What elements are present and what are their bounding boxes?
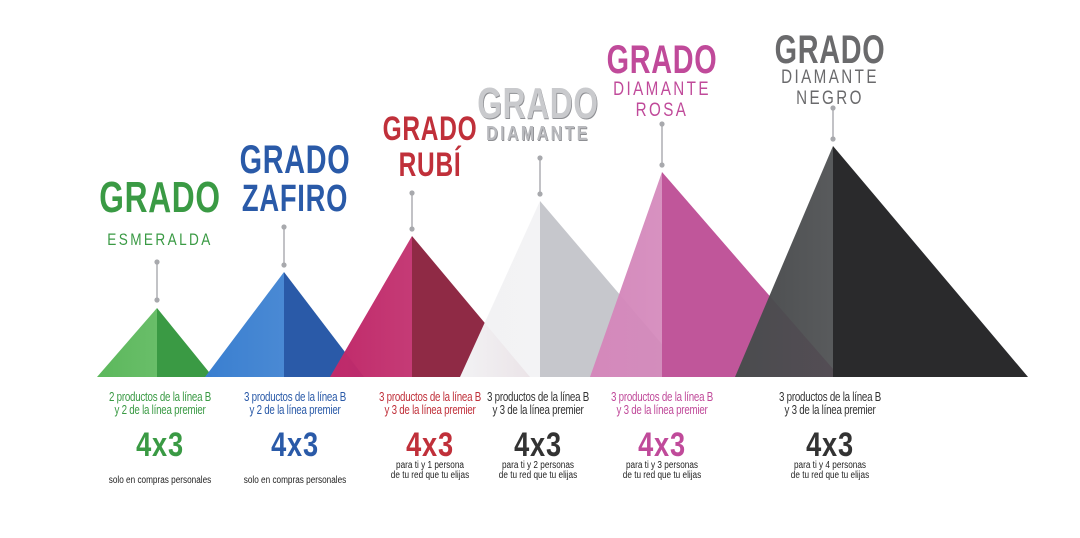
description-line: y 3 de la línea premier: [384, 403, 476, 417]
description-line: y 2 de la línea premier: [114, 403, 206, 417]
description-line: y 3 de la línea premier: [616, 403, 708, 417]
esmeralda-note: solo en compras personales: [109, 476, 212, 486]
connector-rubi: [409, 190, 415, 232]
diamante-grado-label: GRADO: [477, 79, 599, 128]
description-line: 3 productos de la línea B: [778, 390, 882, 404]
pyramid-left-face: [590, 172, 662, 377]
rubi-note: para ti y 1 persona de tu red que tu elij…: [391, 461, 469, 481]
connector-dot-top: [830, 105, 836, 111]
pyramid-diamante-negro: [735, 146, 1028, 377]
note-line: solo en compras personales: [243, 475, 347, 486]
description-line: 2 productos de la línea B: [108, 390, 212, 404]
rubi-promo: 4x3: [406, 426, 454, 464]
connector-dot-bottom: [830, 136, 836, 142]
diamante-rosa-note: para ti y 3 personas de tu red que tu eli…: [623, 461, 701, 481]
connector-diamante-rosa: [659, 121, 665, 168]
diamante-negro-name-label: NEGRO: [796, 88, 864, 109]
diamante-negro-name-label: DIAMANTE: [781, 67, 879, 88]
diamante-promo: 4x3: [514, 426, 562, 464]
connector-diamante: [537, 155, 543, 197]
note-line: solo en compras personales: [108, 475, 212, 486]
connector-dot-bottom: [659, 162, 665, 168]
pyramid-right-face: [157, 308, 213, 377]
diamante-negro-promo: 4x3: [806, 426, 854, 464]
connector-zafiro: [281, 224, 287, 268]
pyramid-left-face: [205, 272, 284, 377]
connector-dot-top: [659, 121, 665, 127]
rubi-grado-label: GRADO: [382, 110, 478, 148]
note-line: de tu red que tu elijas: [790, 470, 870, 481]
diamante-rosa-grado-label: GRADO: [606, 38, 718, 82]
zafiro-grado-label: GRADO: [239, 138, 351, 182]
note-line: de tu red que tu elijas: [390, 470, 470, 481]
esmeralda-promo: 4x3: [136, 426, 184, 464]
description-line: 3 productos de la línea B: [486, 390, 590, 404]
diamante-rosa-name-label: ROSA: [635, 100, 689, 121]
connector-dot-bottom: [154, 297, 160, 303]
zafiro-note: solo en compras personales: [244, 476, 347, 486]
note-line: para ti y 1 persona: [396, 460, 464, 471]
esmeralda-grado-label: GRADO: [99, 173, 221, 222]
zafiro-name-label: ZAFIRO: [241, 178, 349, 220]
connector-dot-top: [409, 190, 415, 196]
diamante-negro-note: para ti y 4 personas de tu red que tu eli…: [791, 461, 869, 481]
connector-diamante-negro: [830, 105, 836, 142]
pyramid-left-face: [330, 236, 412, 377]
connector-dot-bottom: [281, 262, 287, 268]
diamante-name-label: DIAMANTE: [486, 123, 590, 145]
diamante-rosa-promo: 4x3: [638, 426, 686, 464]
pyramid-esmeralda: [97, 308, 213, 377]
diamante-negro-grado-label: GRADO: [774, 28, 886, 72]
note-line: de tu red que tu elijas: [622, 470, 702, 481]
connector-dot-top: [281, 224, 287, 230]
connector-dot-top: [537, 155, 543, 161]
zafiro-promo: 4x3: [271, 426, 319, 464]
note-line: de tu red que tu elijas: [498, 470, 578, 481]
description-line: y 2 de la línea premier: [249, 403, 341, 417]
description-line: 3 productos de la línea B: [378, 390, 482, 404]
connector-dot-bottom: [409, 226, 415, 232]
esmeralda-name-label: ESMERALDA: [107, 230, 213, 249]
pyramid-left-face: [735, 146, 833, 377]
note-line: para ti y 3 personas: [625, 460, 699, 471]
note-line: para ti y 4 personas: [793, 460, 867, 471]
connector-esmeralda: [154, 259, 160, 303]
diamante-rosa-name-label: DIAMANTE: [613, 79, 711, 100]
rubi-name-label: RUBÍ: [398, 146, 462, 184]
description-line: 3 productos de la línea B: [243, 390, 347, 404]
pyramid-zafiro: [205, 272, 364, 377]
description-line: 3 productos de la línea B: [610, 390, 714, 404]
connector-dot-top: [154, 259, 160, 265]
pyramid-left-face: [97, 308, 157, 377]
pyramid-right-face: [833, 146, 1028, 377]
connector-dot-bottom: [537, 191, 543, 197]
description-line: y 3 de la línea premier: [492, 403, 584, 417]
note-line: para ti y 2 personas: [501, 460, 575, 471]
diamante-note: para ti y 2 personas de tu red que tu eli…: [499, 461, 577, 481]
pyramid-left-face: [460, 201, 540, 377]
description-line: y 3 de la línea premier: [784, 403, 876, 417]
pyramid-right-face: [284, 272, 364, 377]
